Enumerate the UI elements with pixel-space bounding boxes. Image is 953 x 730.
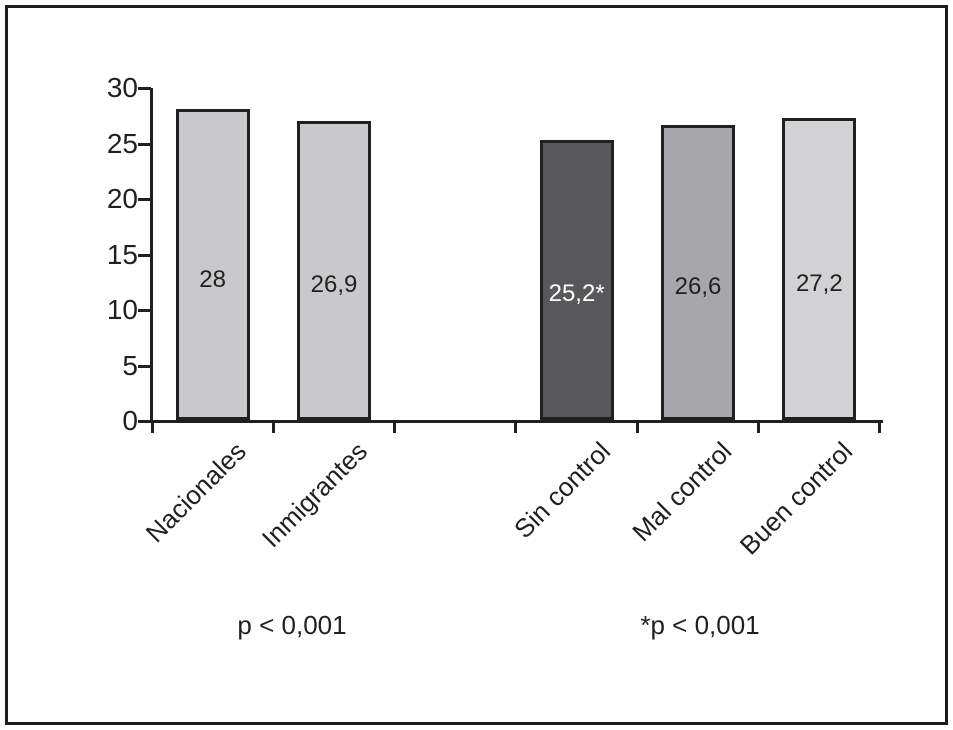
y-tick-label: 25 [106,127,138,159]
x-category-label: Buen control [734,436,859,561]
x-axis-tick [757,420,761,433]
x-axis-tick [271,420,275,433]
y-tick-label: 30 [106,72,138,103]
y-tick-label: 20 [106,183,138,214]
y-axis-tick [138,142,151,146]
y-axis-line [150,88,153,423]
y-axis-tick [138,420,151,423]
x-axis-tick [393,420,397,433]
bar-inmigrantes: 26,9 [296,121,371,420]
x-category-label: Nacionales [139,436,252,549]
x-axis-tick [514,420,518,433]
bar-value-label: 28 [199,265,227,293]
bar-value-label: 26,9 [310,271,358,299]
x-axis-line [145,420,883,423]
y-axis-tick [138,309,151,312]
x-axis-tick [635,420,639,433]
y-axis-tick [138,364,151,368]
p-value-annotation-left: p < 0,001 [237,610,347,640]
y-axis-tick [138,198,151,201]
bar-mal-control: 26,6 [660,124,735,420]
bar-value-label: 26,6 [674,272,722,300]
bar-buen-control: 27,2 [782,118,857,420]
x-axis-tick [878,420,882,433]
x-category-label: Sin control [507,436,616,545]
y-axis-tick [138,87,151,90]
y-tick-label: 15 [106,238,138,270]
x-axis-tick [150,420,154,433]
x-category-label: Inmigrantes [255,436,374,554]
p-value-annotation-right: *p < 0,001 [640,610,760,640]
y-tick-label: 5 [122,349,138,381]
y-axis-tick [138,253,151,257]
bar-value-label: 27,2 [795,269,843,297]
bar-nacionales: 28 [175,109,250,420]
y-tick-label: 0 [122,405,138,436]
bar-value-label: 25,2* [548,279,605,307]
x-category-label: Mal control [626,436,738,548]
y-tick-label: 10 [106,294,138,325]
bar-sin-control: 25,2* [539,140,614,420]
